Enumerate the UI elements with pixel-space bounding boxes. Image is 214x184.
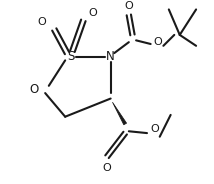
- Text: O: O: [153, 37, 162, 47]
- Polygon shape: [112, 102, 127, 125]
- Text: O: O: [150, 124, 159, 135]
- Text: O: O: [125, 1, 133, 11]
- Text: O: O: [103, 163, 111, 173]
- Text: O: O: [30, 83, 39, 96]
- Text: N: N: [106, 50, 115, 63]
- Text: O: O: [88, 8, 97, 18]
- Text: O: O: [37, 17, 46, 27]
- Text: S: S: [67, 50, 74, 63]
